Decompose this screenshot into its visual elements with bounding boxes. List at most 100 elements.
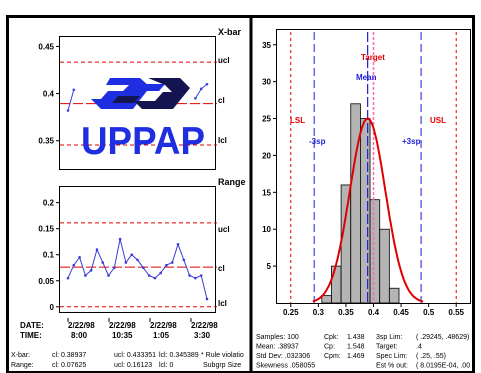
range-ytick-label: 0.05	[38, 277, 54, 286]
hist-y-axis: 35 30 25 20 15 10 5	[262, 41, 277, 271]
minus-3sp-label: -3sp	[309, 137, 326, 146]
range-stats-subgrp: Subgrp Size	[203, 362, 241, 369]
range-y-axis: 0.2 0.15 0.1 0.05 0	[38, 199, 60, 312]
xbar-cl-label: cl	[218, 96, 225, 105]
hist-ytick-label: 25	[262, 115, 271, 124]
xbar-stats-rule: * Rule violatio	[201, 352, 244, 359]
range-series-line	[67, 238, 208, 300]
hist-ytick-label: 20	[262, 151, 271, 160]
date-value: 2/22/98	[109, 321, 136, 330]
xbar-ucl-label: ucl	[218, 56, 230, 65]
hist-xtick-label: 0.55	[448, 308, 464, 317]
xbar-y-axis: 0.45 0.4 0.35	[38, 42, 60, 146]
logo-text: UPPAP	[81, 120, 205, 163]
range-ytick-label: 0.15	[38, 225, 54, 234]
xbar-title: X-bar	[218, 27, 242, 37]
range-plot-frame	[59, 186, 216, 313]
date-time-axis: DATE: TIME: 2/22/988:002/22/9810:352/22/…	[20, 318, 218, 340]
time-label: TIME:	[20, 331, 42, 340]
xbar-ytick-label: 0.35	[38, 137, 54, 146]
stats-col4-cell: Target:	[376, 344, 397, 351]
hist-bar	[360, 118, 371, 304]
chain-link-icon	[91, 78, 190, 109]
xbar-plot-frame	[59, 36, 216, 170]
stats-col1-cell: Std Dev: .032306	[256, 353, 310, 360]
capability-stats: Samples: 100 Mean: .38937 Std Dev: .032306…	[256, 334, 470, 370]
range-control-limits	[60, 222, 217, 308]
stats-col2-cell: Cpk:	[324, 334, 338, 341]
xbar-stats-lcl: lcl: 0.345389	[159, 352, 199, 359]
uppap-logo: UPPAP	[81, 78, 205, 163]
stats-col1-cell: Mean: .38937	[256, 344, 299, 351]
stats-col1-cell: Samples: 100	[256, 334, 299, 341]
hist-bar	[331, 265, 342, 304]
xbar-chart: X-bar 0.45 0.4 0.35 ucl cl lcl	[38, 27, 242, 170]
hist-xtick-label: 0.3	[313, 308, 325, 317]
hist-xtick-label: 0.5	[423, 308, 435, 317]
xbar-ytick-label: 0.45	[38, 42, 54, 51]
xbar-stats-ucl: ucl: 0.433351	[114, 352, 156, 359]
xbar-ytick-label: 0.4	[43, 90, 55, 99]
time-value: 1:05	[153, 331, 170, 340]
hist-bar	[340, 184, 352, 304]
dashboard-border	[6, 15, 475, 373]
time-value: 3:30	[194, 331, 211, 340]
control-limit-stats: X-bar: cl: 0.38937 ucl: 0.433351 lcl: 0.…	[11, 352, 244, 369]
stats-col3-cell: 1.469	[347, 353, 365, 360]
xbar-series	[66, 82, 209, 112]
stats-col3-cell: 1.548	[347, 344, 365, 351]
hist-bar	[350, 103, 361, 304]
hist-xtick-label: 0.4	[368, 308, 380, 317]
stats-col1-cell: Skewness .058055	[256, 363, 315, 370]
stats-col5-cell: ( .29245, .48629)	[416, 334, 469, 341]
hist-ytick-label: 10	[262, 225, 271, 234]
stats-col5-cell: .4	[416, 344, 422, 351]
normal-curve	[312, 117, 424, 303]
mean-label: Mean	[356, 73, 377, 82]
hist-x-axis: 0.25 0.3 0.35 0.4 0.45 0.5 0.55	[283, 303, 465, 317]
hist-xtick-label: 0.25	[283, 308, 299, 317]
range-ytick-label: 0.1	[43, 251, 55, 260]
hist-xtick-label: 0.45	[393, 308, 409, 317]
range-stats-ucl: ucl: 0.16123	[114, 362, 152, 369]
hist-xtick-label: 0.35	[338, 308, 354, 317]
date-columns: 2/22/988:002/22/9810:352/22/981:052/22/9…	[67, 318, 218, 340]
hist-ytick-label: 5	[267, 262, 272, 271]
range-title: Range	[218, 177, 246, 187]
range-lcl-label: lcl	[218, 299, 227, 308]
range-ytick-label: 0.2	[43, 199, 55, 208]
date-value: 2/22/98	[191, 321, 218, 330]
hist-ytick-label: 35	[262, 41, 271, 50]
range-series	[66, 237, 209, 301]
hist-bar	[369, 199, 381, 304]
stats-col5-cell: ( .25, .55)	[416, 353, 446, 360]
hist-bar	[388, 287, 400, 304]
stats-col3-cell: 1.438	[347, 334, 365, 341]
hist-reference-lines	[290, 32, 457, 303]
xbar-series-line	[67, 89, 75, 111]
range-stats-label: Range:	[11, 362, 34, 369]
date-value: 2/22/98	[150, 321, 177, 330]
range-chart: Range 0.2 0.15 0.1 0.05 0 ucl cl lcl	[38, 177, 246, 313]
hist-bar	[321, 295, 332, 304]
date-label: DATE:	[20, 321, 44, 330]
stats-col4-cell: Spec Lim:	[376, 353, 407, 360]
hist-ytick-label: 15	[262, 188, 271, 197]
xbar-series-line	[194, 83, 208, 99]
xbar-stats-label: X-bar:	[11, 352, 30, 359]
stats-col4-cell: Est % out:	[376, 363, 408, 370]
range-ytick-label: 0	[50, 303, 55, 312]
hist-bars	[321, 103, 400, 304]
hist-bar	[379, 228, 390, 304]
stats-col5-cell: ( 8.0195E-04, .00	[416, 363, 470, 370]
lsl-label: LSL	[290, 116, 305, 125]
stats-col2-cell: Cp:	[324, 344, 335, 351]
stats-col4-cell: 3sp Lim:	[376, 334, 403, 341]
date-value: 2/22/98	[68, 321, 95, 330]
plus-3sp-label: +3sp	[402, 137, 421, 146]
xbar-stats-cl: cl: 0.38937	[52, 352, 86, 359]
usl-label: USL	[430, 116, 446, 125]
range-cl-label: cl	[218, 264, 225, 273]
